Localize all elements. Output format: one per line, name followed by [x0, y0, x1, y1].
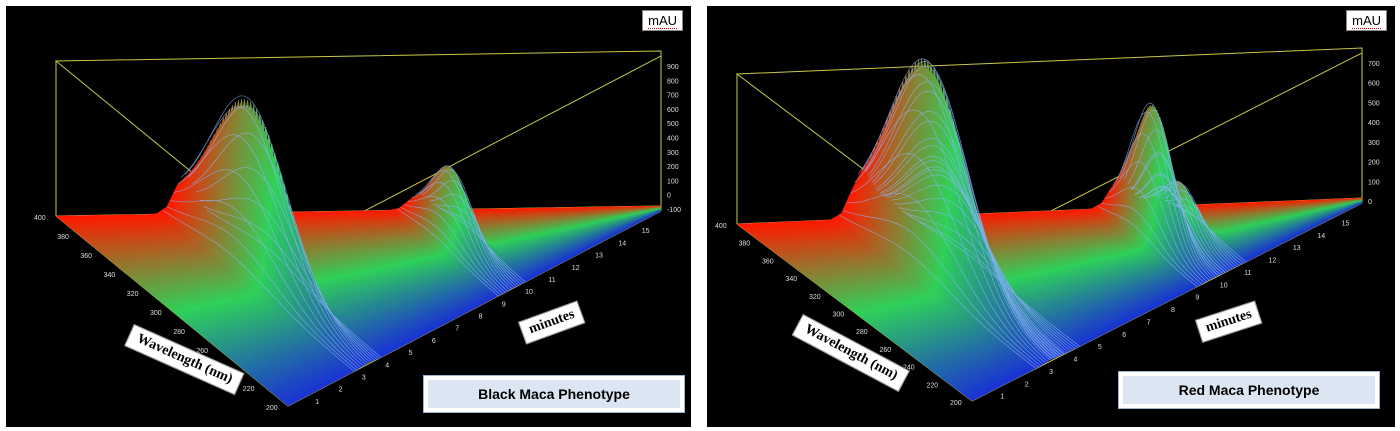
minute-tick-label: 14	[618, 240, 626, 247]
surface-strip	[283, 210, 662, 407]
surface-plot-black-maca: 4003803603403203002802602402202001234567…	[34, 50, 681, 412]
wavelength-tick-label: 360	[762, 258, 774, 265]
minute-tick-label: 7	[455, 326, 459, 333]
minute-tick-label: 12	[1269, 258, 1277, 265]
minute-tick-label: 12	[572, 265, 580, 272]
mau-tick-label: 800	[667, 78, 679, 85]
wavelength-tick-label: 300	[833, 312, 845, 319]
minute-tick-label: 6	[1122, 332, 1126, 339]
minute-tick-label: 8	[479, 314, 483, 321]
minute-tick-label: 13	[595, 253, 603, 260]
mau-tick-label: 300	[667, 150, 679, 157]
wavelength-tick-label: 280	[856, 329, 868, 336]
mau-ticks: 700 600 500 400 300 200 100 0	[1368, 61, 1380, 206]
minute-tick-label: 4	[385, 362, 389, 369]
wavelength-tick-label: 340	[104, 272, 116, 279]
wavelength-tick-label: 260	[196, 348, 208, 355]
wavelength-tick-label: 380	[739, 241, 751, 248]
minute-tick-label: 10	[1220, 282, 1228, 289]
wavelength-tick-label: 320	[809, 294, 821, 301]
mau-tick-label: 400	[667, 136, 679, 143]
mau-tick-label: 0	[667, 193, 671, 200]
wavelength-tick-label: 200	[950, 400, 962, 407]
minute-tick-label: 2	[339, 387, 343, 394]
minute-tick-label: 13	[1293, 245, 1301, 252]
minute-tick-label: 5	[409, 350, 413, 357]
mau-tick-label: 0	[1368, 199, 1372, 206]
minute-tick-label: 1	[315, 399, 319, 406]
minute-tick-label: 15	[1342, 220, 1350, 227]
spectral-surface	[55, 98, 662, 407]
mau-tick-label: 400	[1368, 120, 1380, 127]
wavelength-tick-label: 320	[127, 291, 139, 298]
wavelength-tick-label: 260	[880, 347, 892, 354]
wavelength-tick-label: 360	[80, 253, 92, 260]
mau-tick-label: 100	[1368, 179, 1380, 186]
mau-unit-label: mAU	[1346, 10, 1387, 31]
minute-tick-label: 6	[432, 338, 436, 345]
mau-tick-label: 600	[1368, 81, 1380, 88]
minute-tick-label: 8	[1171, 307, 1175, 314]
minute-tick-label: 9	[1195, 295, 1199, 302]
minute-tick-label: 9	[502, 301, 506, 308]
phenotype-title: Black Maca Phenotype	[424, 376, 684, 412]
mau-tick-label: -100	[667, 207, 681, 214]
wavelength-tick-label: 300	[150, 310, 162, 317]
peak-mesh	[163, 95, 526, 372]
wavelength-tick-label: 380	[57, 234, 69, 241]
mau-tick-label: 500	[667, 121, 679, 128]
minute-tick-label: 7	[1147, 319, 1151, 326]
chart-panel-red-maca: 400 380 360 340 320 300 280 260 240 220 200 1 2 3 4 5 6 7…	[707, 6, 1395, 427]
wavelength-tick-label: 240	[903, 365, 915, 372]
minute-tick-label: 11	[548, 277, 555, 284]
minute-tick-label: 15	[642, 228, 650, 235]
mau-tick-label: 300	[1368, 140, 1380, 147]
wavelength-tick-label: 400	[715, 223, 727, 230]
phenotype-title: Red Maca Phenotype	[1119, 372, 1379, 408]
surface-strip	[967, 202, 1363, 402]
mau-tick-label: 200	[667, 164, 679, 171]
chart-panel-black-maca: 4003803603403203002802602402202001234567…	[6, 6, 691, 427]
mau-ticks: 900 800 700 600 500 400 300 200 100 0 -100	[667, 64, 681, 214]
mau-tick-label: 600	[667, 107, 679, 114]
minute-tick-label: 14	[1317, 233, 1325, 240]
wavelength-tick-label: 200	[266, 405, 278, 412]
minute-tick-label: 10	[525, 289, 533, 296]
mau-tick-label: 900	[667, 64, 679, 71]
wavelength-tick-label: 340	[786, 276, 798, 283]
spectral-surface	[736, 58, 1363, 402]
wavelength-tick-label: 280	[173, 329, 185, 336]
mau-tick-label: 100	[667, 178, 679, 185]
wavelength-tick-label: 220	[927, 382, 939, 389]
surface-plot-red-maca: 4003803603403203002802602402202001234567…	[715, 47, 1380, 407]
wavelength-tick-label: 400	[34, 215, 46, 222]
wavelength-ticks: 400 380 360 340 320 300 280 260 240 220 200	[715, 223, 962, 407]
wavelength-tick-label: 220	[243, 386, 255, 393]
mau-unit-label: mAU	[642, 10, 683, 31]
minute-tick-label: 2	[1025, 381, 1029, 388]
minute-tick-label: 11	[1244, 270, 1251, 277]
minute-tick-label: 3	[1049, 369, 1053, 376]
minute-tick-label: 3	[362, 374, 366, 381]
minute-tick-label: 5	[1098, 344, 1102, 351]
mau-tick-label: 700	[667, 93, 679, 100]
minute-tick-label: 1	[1000, 394, 1004, 401]
mau-tick-label: 700	[1368, 61, 1380, 68]
peak-mesh	[839, 58, 1247, 369]
mau-tick-label: 200	[1368, 160, 1380, 167]
mau-tick-label: 500	[1368, 100, 1380, 107]
minute-tick-label: 4	[1074, 357, 1078, 364]
